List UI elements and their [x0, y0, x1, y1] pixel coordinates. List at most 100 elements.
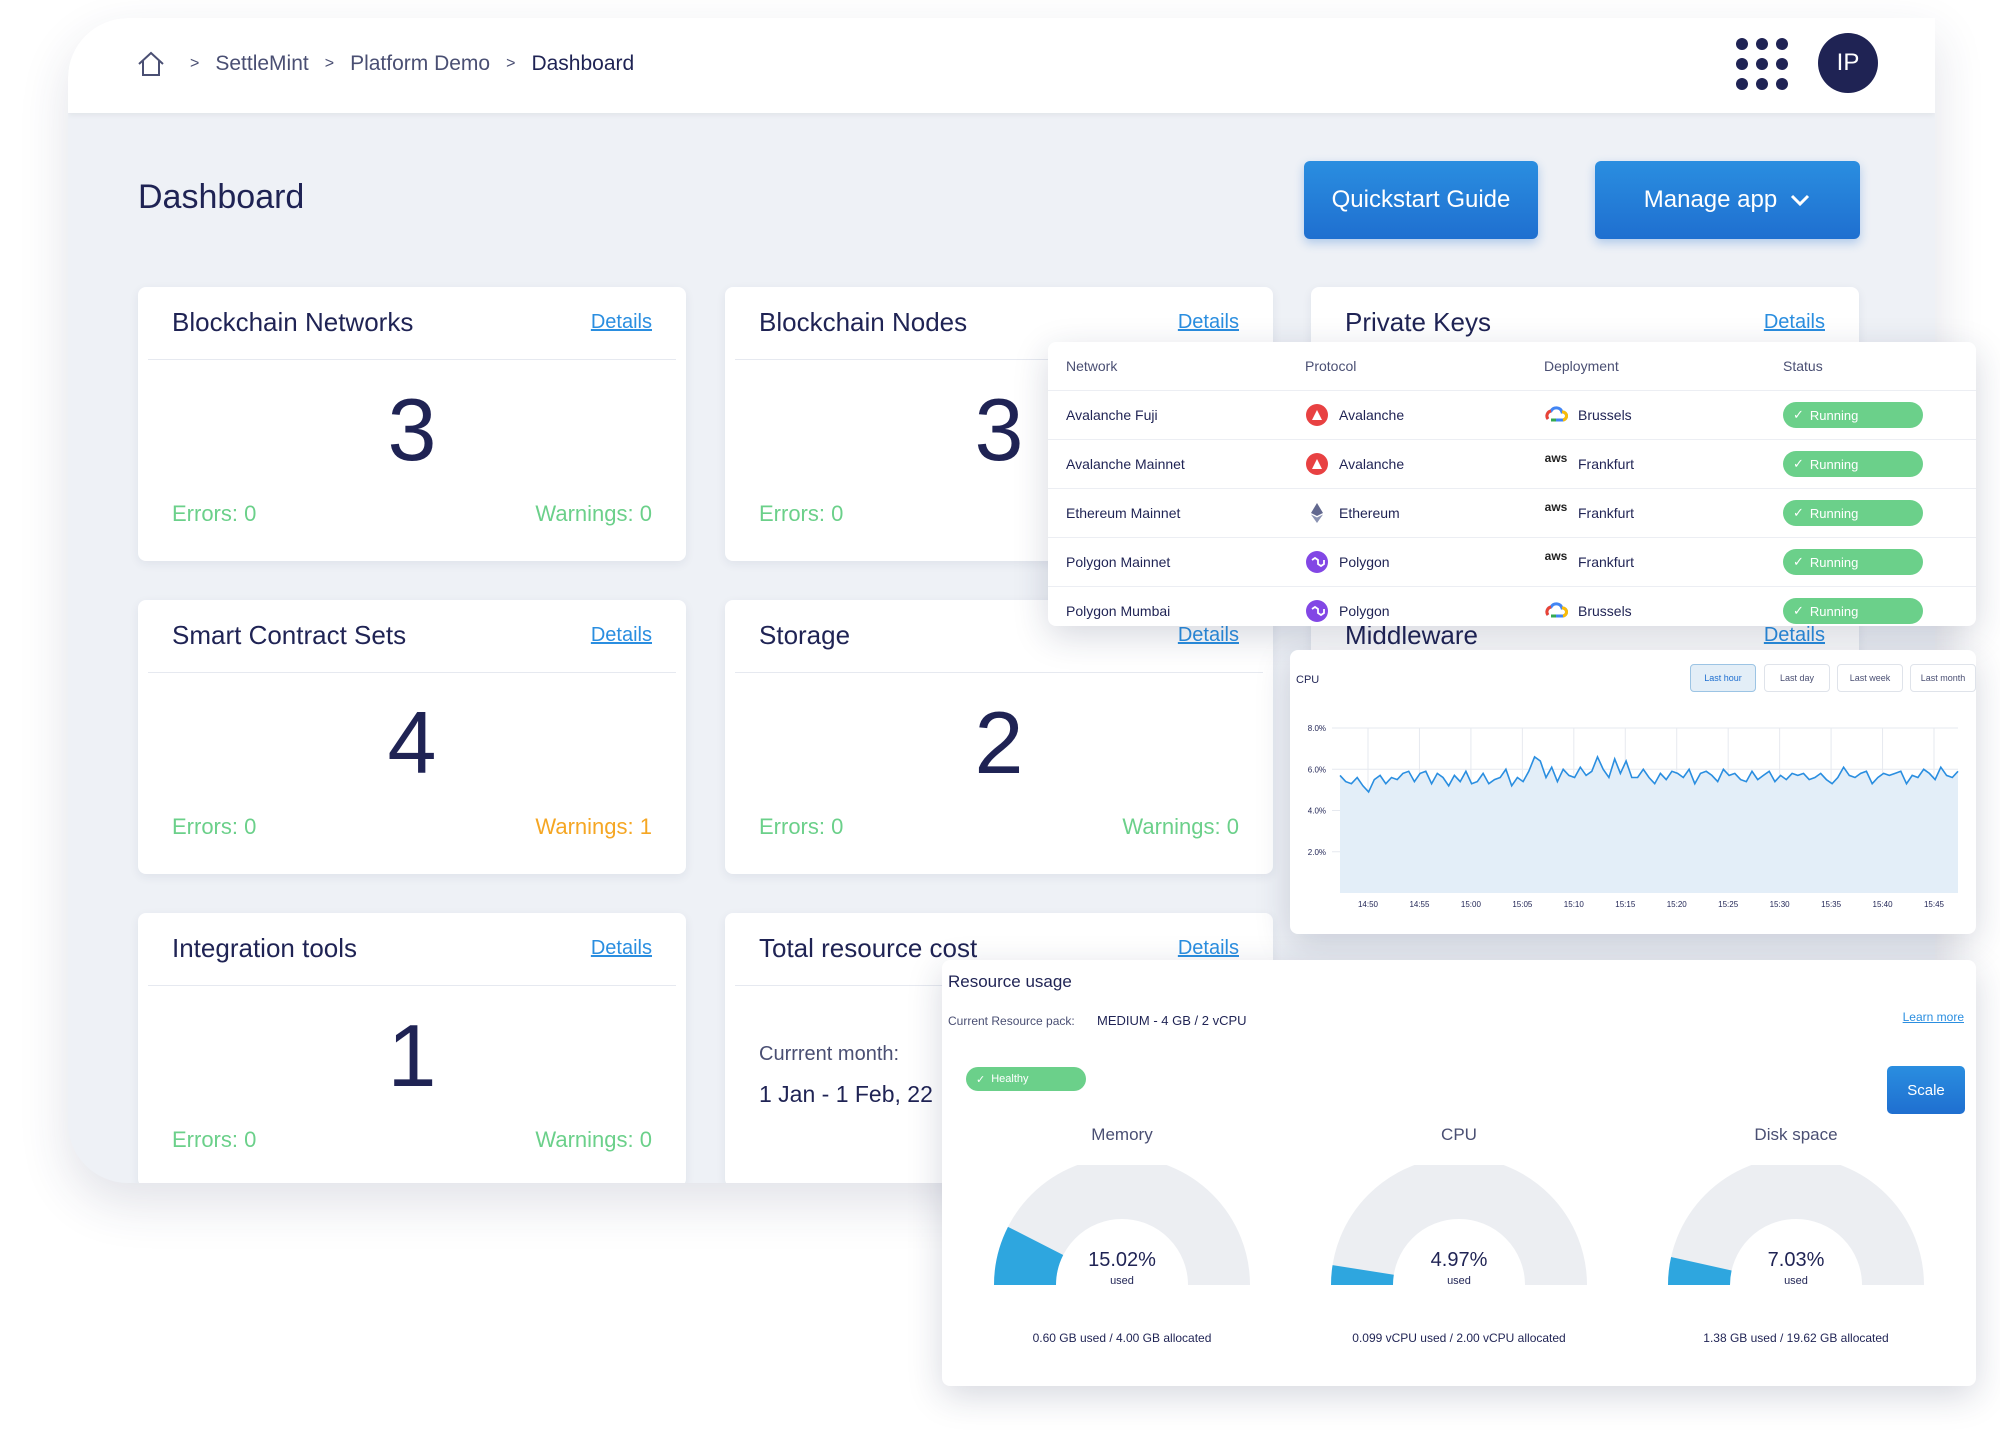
range-last-day[interactable]: Last day: [1764, 664, 1830, 692]
status-label: Running: [1809, 554, 1859, 570]
aws-icon: aws: [1544, 451, 1568, 465]
table-row[interactable]: Polygon Mumbai Polygon Brussels ✓ Running: [1048, 587, 1976, 636]
table-row[interactable]: Polygon Mainnet Polygon aws Frankfurt ✓ R…: [1048, 537, 1976, 587]
resource-usage-panel: Resource usage Current Resource pack: ME…: [942, 960, 1976, 1386]
gauge-memory: Memory 15.02% used 0.60 GB used / 4.00 G…: [972, 1125, 1272, 1345]
quickstart-guide-button[interactable]: Quickstart Guide: [1304, 161, 1538, 239]
protocol-name: Avalanche: [1339, 456, 1405, 472]
details-link[interactable]: Details: [590, 311, 652, 333]
y-tick-label: 6.0%: [1308, 765, 1326, 774]
errors-text: Errors: 0: [759, 501, 844, 526]
breadcrumb: > SettleMint > Platform Demo > Dashboard: [136, 44, 634, 84]
breadcrumb-platform-demo[interactable]: Platform Demo: [350, 52, 491, 75]
health-label: Healthy: [991, 1073, 1029, 1085]
gauge-value: 4.97%: [1430, 1249, 1488, 1271]
billing-range: 1 Jan - 1 Feb, 22: [759, 1081, 933, 1107]
page-title: Dashboard: [138, 178, 305, 216]
count-value: 2: [974, 693, 1024, 792]
avatar[interactable]: IP: [1818, 33, 1878, 93]
check-icon: ✓: [1793, 456, 1804, 471]
errors-text: Errors: 0: [759, 814, 844, 839]
column-header: Status: [1765, 342, 1976, 391]
y-tick-label: 4.0%: [1308, 807, 1326, 816]
status-badge: ✓ Running: [1783, 549, 1923, 575]
check-icon: ✓: [1793, 505, 1804, 520]
status-label: Running: [1809, 407, 1859, 423]
details-link[interactable]: Details: [590, 937, 652, 959]
x-tick-label: 15:20: [1667, 900, 1688, 909]
table-row[interactable]: Avalanche Fuji Avalanche Brussels ✓ Runni…: [1048, 390, 1976, 440]
divider: [735, 672, 1263, 673]
status-badge: ✓ Running: [1783, 402, 1923, 428]
memory-gauge-chart: [994, 1165, 1250, 1287]
resource-pack-label: Current Resource pack:: [948, 1014, 1075, 1028]
details-link[interactable]: Details: [1177, 624, 1239, 646]
network-cell: Polygon Mainnet: [1048, 537, 1287, 587]
network-cell: Avalanche Mainnet: [1048, 439, 1287, 489]
card-title: Blockchain Networks: [172, 307, 414, 337]
gauge-cpu: CPU 4.97% used 0.099 vCPU used / 2.00 vC…: [1309, 1125, 1609, 1345]
check-icon: ✓: [1793, 554, 1804, 569]
breadcrumb-current: Dashboard: [531, 52, 635, 75]
details-link[interactable]: Details: [590, 624, 652, 646]
polygon-icon: [1306, 600, 1328, 622]
cpu-gauge-chart: [1331, 1165, 1587, 1287]
check-icon: ✓: [1793, 603, 1804, 618]
details-link[interactable]: Details: [1763, 311, 1825, 333]
warnings-text: Warnings: 0: [1122, 814, 1239, 839]
deployment-name: Frankfurt: [1578, 456, 1635, 472]
scale-button[interactable]: Scale: [1887, 1066, 1965, 1114]
current-month-label: Currrent month:: [759, 1043, 900, 1065]
network-cell: Ethereum Mainnet: [1048, 488, 1287, 538]
learn-more-link[interactable]: Learn more: [1902, 1010, 1964, 1024]
card-title: Storage: [759, 620, 851, 650]
errors-text: Errors: 0: [172, 501, 257, 526]
chevron-down-icon: [1791, 194, 1810, 207]
check-icon: ✓: [1793, 407, 1804, 422]
range-last-month[interactable]: Last month: [1910, 664, 1976, 692]
protocol-name: Polygon: [1339, 603, 1390, 619]
divider: [735, 359, 1263, 360]
x-tick-label: 14:55: [1409, 900, 1430, 909]
x-tick-label: 15:40: [1873, 900, 1894, 909]
card-smart-contract-sets: Smart Contract Sets Details 4 Errors: 0 …: [138, 600, 686, 874]
x-tick-label: 15:25: [1718, 900, 1739, 909]
gauge-used-label: used: [1110, 1275, 1134, 1287]
range-last-hour[interactable]: Last hour: [1690, 664, 1756, 692]
card-blockchain-networks: Blockchain Networks Details 3 Errors: 0 …: [138, 287, 686, 561]
divider: [148, 359, 676, 360]
x-tick-label: 15:45: [1924, 900, 1945, 909]
table-row[interactable]: Ethereum Mainnet Ethereum aws Frankfurt …: [1048, 488, 1976, 538]
table-header-row: Network Protocol Deployment Status: [1048, 342, 1976, 391]
chevron-right-icon: >: [190, 55, 200, 72]
divider: [148, 672, 676, 673]
manage-app-label: Manage app: [1643, 186, 1778, 213]
gauge-value: 15.02%: [1088, 1249, 1156, 1271]
gauge-fill: [1668, 1256, 1732, 1286]
network-cell: Polygon Mumbai: [1066, 603, 1171, 619]
range-last-week[interactable]: Last week: [1837, 664, 1903, 692]
google-cloud-icon: [1545, 406, 1568, 422]
protocol-name: Ethereum: [1339, 505, 1400, 521]
details-link[interactable]: Details: [1763, 624, 1825, 646]
check-icon: ✓: [976, 1073, 986, 1086]
ethereum-icon: [1311, 503, 1323, 523]
details-link[interactable]: Details: [1177, 937, 1239, 959]
count-value: 3: [974, 380, 1024, 479]
protocol-name: Polygon: [1339, 554, 1390, 570]
card-title: Integration tools: [172, 933, 358, 963]
top-bar: > SettleMint > Platform Demo > Dashboard…: [68, 18, 1935, 113]
column-header: Deployment: [1526, 342, 1765, 391]
card-storage: Storage Details 2 Errors: 0 Warnings: 0: [725, 600, 1273, 874]
table-row[interactable]: Avalanche Mainnet Avalanche aws Frankfur…: [1048, 439, 1976, 489]
x-tick-label: 15:00: [1461, 900, 1482, 909]
breadcrumb-settlemint[interactable]: SettleMint: [215, 52, 309, 75]
gauge-disk: Disk space 7.03% used 1.38 GB used / 19.…: [1646, 1125, 1946, 1345]
home-icon[interactable]: [136, 49, 166, 79]
x-tick-label: 15:30: [1770, 900, 1791, 909]
networks-table-panel: Network Protocol Deployment Status Avala…: [1048, 342, 1976, 626]
resource-pack-value: MEDIUM - 4 GB / 2 vCPU: [1097, 1013, 1247, 1028]
apps-grid-icon[interactable]: [1736, 38, 1788, 90]
details-link[interactable]: Details: [1177, 311, 1239, 333]
manage-app-button[interactable]: Manage app: [1595, 161, 1860, 239]
